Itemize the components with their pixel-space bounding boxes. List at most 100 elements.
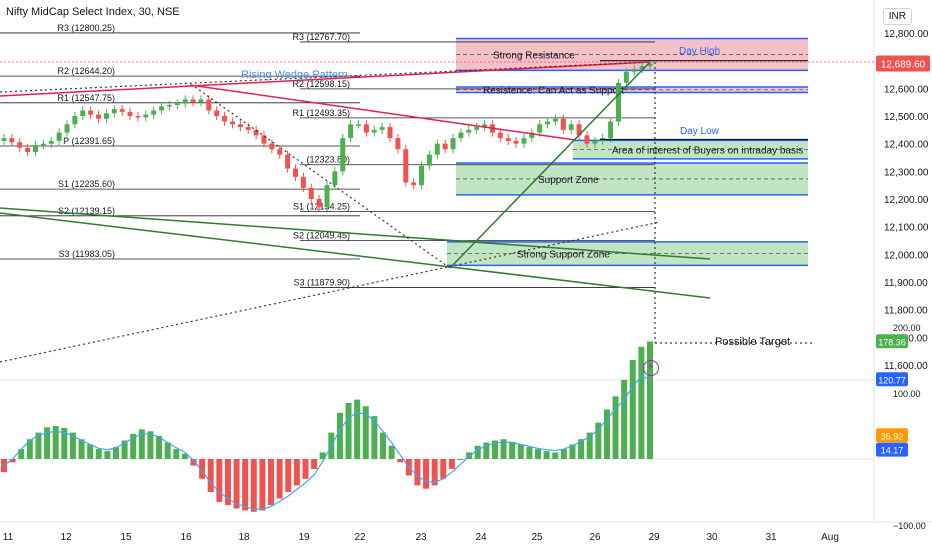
osc-histogram-bar [259, 459, 266, 511]
osc-histogram-bar [190, 459, 197, 466]
osc-histogram-bar [638, 346, 645, 459]
candle-body [631, 68, 637, 72]
time-tick-label: 29 [648, 532, 660, 543]
candle-body [458, 132, 464, 139]
candle-body [277, 149, 283, 155]
candle-body [143, 114, 149, 118]
osc-histogram-bar [104, 451, 111, 459]
price-tick-label: 12,200.00 [884, 195, 929, 206]
osc-histogram-bar [336, 412, 343, 459]
candle-body [222, 116, 228, 122]
osc-histogram-bar [448, 459, 455, 469]
candle-body [426, 154, 432, 166]
candle-body [356, 124, 362, 126]
time-tick-label: 19 [298, 532, 310, 543]
osc-histogram-bar [621, 379, 628, 459]
time-tick-label: 11 [3, 532, 14, 543]
pivot-label: R3 (12767.70) [292, 32, 350, 42]
osc-signal-line [3, 375, 651, 510]
currency-label[interactable]: INR [882, 8, 912, 25]
price-tick-label: 11,900.00 [884, 278, 928, 289]
time-tick-label: 16 [180, 532, 192, 543]
osc-histogram-bar [233, 459, 240, 509]
osc-histogram-bar [362, 406, 369, 459]
pivot-label: R3 (12800.25) [57, 23, 115, 33]
candle-body [48, 140, 54, 144]
candle-body [182, 99, 188, 104]
price-tick-label: 12,500.00 [884, 112, 929, 123]
pivot-label: R2 (12598.15) [292, 79, 350, 89]
candle-body [245, 127, 251, 130]
candle-body [442, 143, 448, 150]
candle-body [411, 182, 417, 186]
candle-body [159, 106, 165, 111]
osc-histogram-bar [647, 341, 653, 459]
osc-histogram-bar [156, 435, 163, 459]
candle-body [537, 124, 543, 133]
osc-histogram-bar [345, 402, 352, 459]
candle-body [40, 143, 46, 146]
osc-histogram-bar [199, 459, 206, 479]
osc-histogram-bar [138, 429, 145, 459]
support-trendline [0, 212, 711, 299]
price-tick-label: 12,100.00 [884, 223, 929, 234]
osc-histogram-bar [242, 459, 249, 511]
osc-histogram-bar [121, 440, 128, 459]
osc-histogram-bar [276, 459, 283, 499]
candle-body [9, 138, 15, 143]
time-tick-label: 12 [60, 532, 72, 543]
time-tick-label: 22 [354, 532, 366, 543]
osc-histogram-bar [474, 445, 481, 459]
osc-histogram-bar [78, 439, 85, 459]
osc-histogram-bar [319, 452, 326, 459]
osc-histogram-bar [560, 449, 567, 459]
day-low-label: Day Low [680, 126, 720, 137]
day-high-label: Day High [679, 46, 720, 57]
candle-body [80, 110, 86, 116]
candle-body [229, 121, 235, 125]
candle-body [647, 63, 653, 67]
candle-body [253, 129, 259, 136]
candle-body [151, 110, 157, 115]
candle-body [198, 99, 204, 103]
candle-body [127, 111, 133, 116]
candle-body [608, 121, 614, 139]
candle-body [592, 140, 598, 144]
osc-value-label: 14.17 [881, 446, 904, 456]
candle-body [332, 171, 338, 186]
osc-histogram-bar [311, 459, 318, 469]
candle-body [576, 124, 582, 136]
candle-body [308, 187, 314, 199]
osc-histogram-bar [509, 441, 516, 459]
price-tick-label: 12,400.00 [884, 140, 929, 151]
candle-body [639, 66, 645, 69]
pivot-label: S1 (12235.60) [58, 179, 115, 189]
osc-histogram-bar [569, 444, 576, 459]
osc-histogram-bar [181, 453, 188, 459]
osc-histogram-bar [491, 440, 498, 459]
candle-body [119, 109, 125, 112]
osc-histogram-bar [26, 439, 33, 459]
candle-body [64, 124, 70, 133]
osc-histogram-bar [69, 432, 76, 459]
osc-histogram-bar [629, 360, 636, 459]
pivot-label: S3 (11983.05) [59, 249, 115, 259]
candle-body [387, 127, 393, 139]
osc-histogram-bar [388, 445, 395, 459]
time-tick-label: 25 [531, 532, 543, 543]
candle-body [17, 142, 23, 148]
lightning-icon[interactable]: ⚡ [643, 360, 659, 376]
candle-body [135, 116, 141, 118]
osc-histogram-bar [414, 459, 421, 486]
time-tick-label: 26 [589, 532, 601, 543]
decline-dotted-line [194, 86, 451, 269]
osc-histogram-bar [379, 432, 386, 459]
candle-body [33, 145, 39, 152]
osc-histogram-bar [500, 439, 507, 459]
candle-body [1, 138, 7, 141]
candle-body [324, 185, 330, 208]
candle-body [166, 104, 172, 107]
pivot-label: R2 (12644.20) [57, 66, 115, 76]
time-tick-label: 30 [706, 532, 718, 543]
